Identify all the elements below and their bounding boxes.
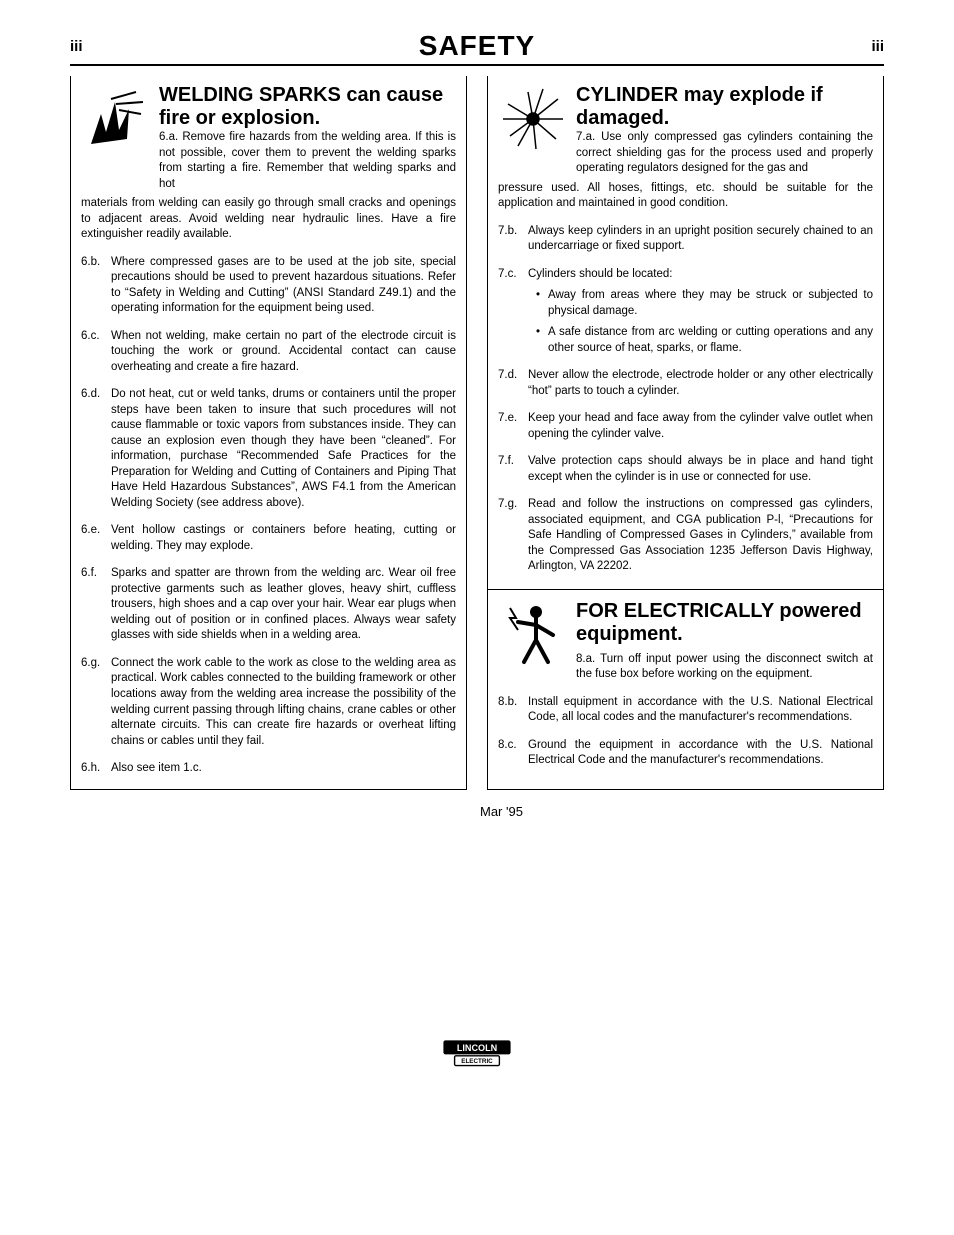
item-body: Always keep cylinders in an upright posi… [528, 224, 873, 255]
section-8-lead: 8.a. Turn off input power using the disc… [576, 652, 873, 683]
item-label: 8.b. [498, 695, 528, 726]
item-body: Sparks and spatter are thrown from the w… [111, 566, 456, 644]
list-item: 7.e.Keep your head and face away from th… [498, 411, 873, 442]
left-column: WELDING SPARKS can cause fire or explosi… [70, 76, 467, 790]
section-6-lead: 6.a. Remove fire hazards from the weldin… [159, 130, 456, 192]
revision-date: Mar '95 [480, 804, 884, 819]
section-8-title: FOR ELECTRICALLY powered equipment. [576, 600, 873, 646]
list-item: 6.b.Where compressed gases are to be use… [81, 255, 456, 317]
bullet-dot: • [536, 288, 548, 319]
bullet-text: A safe distance from arc welding or cutt… [548, 325, 873, 356]
sub-bullet: •A safe distance from arc welding or cut… [498, 325, 873, 356]
bullet-text: Away from areas where they may be struck… [548, 288, 873, 319]
electric-person-icon [498, 600, 568, 670]
item-label: 8.a. [576, 653, 595, 665]
sub-bullet: •Away from areas where they may be struc… [498, 288, 873, 319]
list-item: 6.c.When not welding, make certain no pa… [81, 329, 456, 376]
footer-logo: LINCOLN ELECTRIC [70, 1039, 884, 1072]
right-column: CYLINDER may explode if damaged. 7.a. Us… [487, 76, 884, 790]
bullet-dot: • [536, 325, 548, 356]
list-item: 8.b.Install equipment in accordance with… [498, 695, 873, 726]
logo-text-2: ELECTRIC [461, 1057, 493, 1064]
list-item: 6.h.Also see item 1.c. [81, 761, 456, 777]
list-item: 7.f.Valve protection caps should always … [498, 454, 873, 485]
item-body: Vent hollow castings or containers befor… [111, 523, 456, 554]
item-text: Use only compressed gas cylinders contai… [576, 131, 873, 174]
item-body: Valve protection caps should always be i… [528, 454, 873, 485]
logo-text-1: LINCOLN [457, 1042, 497, 1052]
list-item: 6.f.Sparks and spatter are thrown from t… [81, 566, 456, 644]
item-label: 6.d. [81, 387, 111, 511]
item-label: 6.e. [81, 523, 111, 554]
item-body: Install equipment in accordance with the… [528, 695, 873, 726]
item-body: Never allow the electrode, electrode hol… [528, 368, 873, 399]
section-7-title: CYLINDER may explode if damaged. [576, 84, 873, 130]
section-6-lead-cont: materials from welding can easily go thr… [81, 196, 456, 243]
item-body: Where compressed gases are to be used at… [111, 255, 456, 317]
section-divider [488, 589, 883, 590]
item-label: 8.c. [498, 738, 528, 769]
item-label: 6.a. [159, 131, 178, 143]
list-item: 7.b.Always keep cylinders in an upright … [498, 224, 873, 255]
item-label: 6.h. [81, 761, 111, 777]
list-item: 7.g.Read and follow the instructions on … [498, 497, 873, 575]
list-item: 7.c.Cylinders should be located: [498, 267, 873, 283]
item-body: Keep your head and face away from the cy… [528, 411, 873, 442]
sparks-icon [81, 84, 151, 154]
section-7-header: CYLINDER may explode if damaged. 7.a. Us… [498, 84, 873, 177]
section-7-lead-cont: pressure used. All hoses, fittings, etc.… [498, 181, 873, 212]
item-body: Ground the equipment in accordance with … [528, 738, 873, 769]
item-text: Turn off input power using the disconnec… [576, 653, 873, 681]
page-header: iii SAFETY iii [70, 30, 884, 66]
item-label: 6.f. [81, 566, 111, 644]
content-columns: WELDING SPARKS can cause fire or explosi… [70, 76, 884, 790]
section-6-header: WELDING SPARKS can cause fire or explosi… [81, 84, 456, 192]
page-number-left: iii [70, 38, 83, 55]
explosion-icon [498, 84, 568, 154]
item-label: 7.g. [498, 497, 528, 575]
list-item: 7.d.Never allow the electrode, electrode… [498, 368, 873, 399]
item-body: Cylinders should be located: [528, 267, 873, 283]
item-label: 6.c. [81, 329, 111, 376]
list-item: 6.d.Do not heat, cut or weld tanks, drum… [81, 387, 456, 511]
item-label: 7.c. [498, 267, 528, 283]
list-item: 6.e.Vent hollow castings or containers b… [81, 523, 456, 554]
section-6-title: WELDING SPARKS can cause fire or explosi… [159, 84, 456, 130]
item-label: 6.b. [81, 255, 111, 317]
page-number-right: iii [871, 38, 884, 55]
section-7-lead: 7.a. Use only compressed gas cylinders c… [576, 130, 873, 177]
list-item: 8.c.Ground the equipment in accordance w… [498, 738, 873, 769]
section-8-header: FOR ELECTRICALLY powered equipment. 8.a.… [498, 600, 873, 683]
page-title: SAFETY [419, 30, 535, 62]
item-body: Connect the work cable to the work as cl… [111, 656, 456, 749]
item-body: When not welding, make certain no part o… [111, 329, 456, 376]
item-label: 6.g. [81, 656, 111, 749]
list-item: 6.g.Connect the work cable to the work a… [81, 656, 456, 749]
item-text: Remove fire hazards from the welding are… [159, 131, 456, 190]
item-label: 7.d. [498, 368, 528, 399]
item-body: Read and follow the instructions on comp… [528, 497, 873, 575]
item-label: 7.e. [498, 411, 528, 442]
item-label: 7.b. [498, 224, 528, 255]
item-label: 7.f. [498, 454, 528, 485]
item-body: Do not heat, cut or weld tanks, drums or… [111, 387, 456, 511]
item-body: Also see item 1.c. [111, 761, 456, 777]
item-label: 7.a. [576, 131, 595, 143]
